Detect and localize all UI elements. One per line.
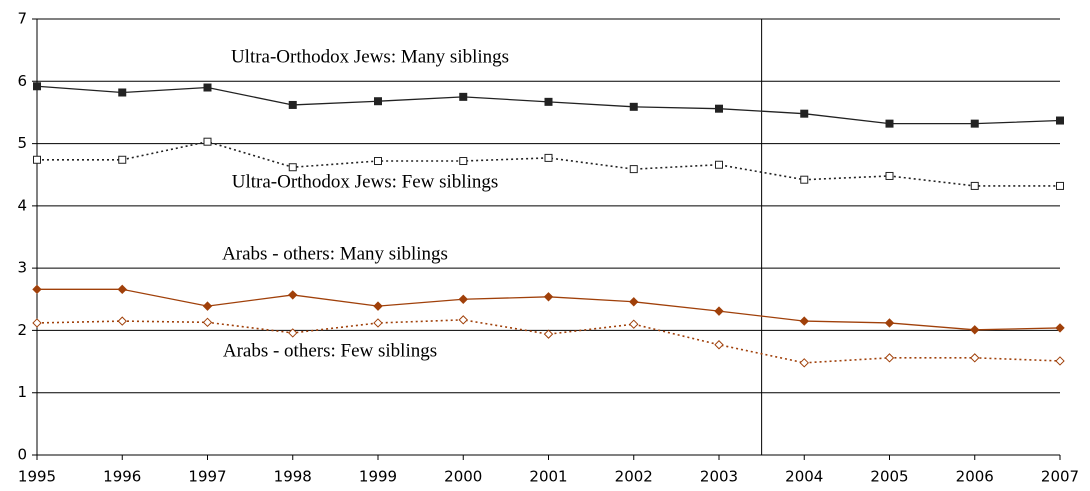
y-tick-label: 3 — [17, 259, 27, 277]
marker — [544, 97, 553, 106]
label-background — [150, 44, 590, 70]
marker — [629, 102, 638, 111]
marker — [885, 171, 894, 180]
marker — [288, 328, 298, 338]
series-label: Arabs - others: Few siblings — [223, 340, 437, 361]
marker — [33, 155, 41, 164]
marker — [118, 88, 127, 97]
series-label: Ultra-Orthodox Jews: Many siblings — [231, 46, 509, 67]
marker — [117, 316, 127, 326]
marker — [884, 318, 895, 328]
marker — [543, 292, 554, 302]
marker — [715, 160, 723, 169]
marker — [374, 97, 382, 106]
marker — [544, 153, 553, 162]
x-tick-label: 2006 — [956, 468, 994, 486]
label-background — [142, 241, 528, 267]
marker — [799, 316, 809, 326]
marker — [458, 315, 468, 325]
marker — [202, 301, 213, 311]
series-label: Ultra-Orthodox Jews: Few siblings — [232, 171, 499, 192]
marker — [32, 284, 42, 295]
series-label: Arabs - others: Many siblings — [222, 243, 448, 264]
y-tick-label: 6 — [17, 72, 27, 90]
marker — [799, 358, 809, 368]
label-background — [142, 338, 518, 364]
x-tick-label: 2005 — [870, 468, 908, 486]
marker — [288, 100, 297, 109]
marker — [373, 301, 383, 311]
marker — [32, 318, 42, 328]
series-label-group: Ultra-Orthodox Jews: Few siblings — [151, 169, 579, 195]
marker — [1056, 181, 1064, 190]
marker — [117, 284, 127, 295]
x-tick-label: 2004 — [785, 468, 823, 486]
y-tick-label: 4 — [17, 196, 27, 214]
marker — [629, 319, 639, 329]
y-tick-label: 1 — [17, 383, 27, 401]
marker — [970, 325, 980, 335]
marker — [715, 104, 723, 113]
x-tick-label: 1998 — [274, 468, 312, 486]
marker — [373, 318, 383, 328]
x-tick-label: 2007 — [1041, 468, 1079, 486]
marker — [203, 137, 212, 146]
x-tick-label: 1997 — [188, 468, 226, 486]
y-tick-label: 0 — [17, 446, 27, 464]
marker — [629, 165, 638, 174]
series-label-group: Arabs - others: Many siblings — [142, 241, 528, 267]
marker — [1055, 323, 1065, 333]
x-tick-label: 1999 — [359, 468, 397, 486]
marker — [203, 83, 212, 92]
marker — [629, 297, 639, 307]
label-background — [151, 169, 579, 195]
x-tick-label: 2002 — [615, 468, 653, 486]
y-tick-label: 5 — [17, 134, 27, 152]
marker — [800, 109, 809, 118]
marker — [800, 175, 809, 184]
marker — [459, 157, 468, 166]
series-label-group: Arabs - others: Few siblings — [142, 338, 518, 364]
marker — [458, 294, 468, 304]
y-tick-label: 2 — [17, 321, 27, 339]
marker — [714, 340, 724, 350]
series-label-group: Ultra-Orthodox Jews: Many siblings — [150, 44, 590, 70]
y-tick-label: 7 — [17, 10, 27, 28]
marker — [1056, 116, 1064, 125]
marker — [459, 92, 468, 101]
marker — [970, 353, 980, 363]
marker — [543, 329, 554, 339]
x-tick-label: 2000 — [444, 468, 482, 486]
x-tick-label: 2001 — [529, 468, 567, 486]
marker — [970, 119, 979, 128]
marker — [1055, 356, 1065, 366]
marker — [118, 155, 127, 164]
marker — [33, 82, 41, 91]
marker — [884, 353, 895, 363]
x-tick-label: 2003 — [700, 468, 738, 486]
x-tick-label: 1995 — [18, 468, 56, 486]
marker — [288, 290, 298, 300]
marker — [374, 157, 382, 166]
marker — [202, 317, 213, 328]
marker — [970, 181, 979, 190]
marker — [885, 119, 894, 128]
x-tick-label: 1996 — [103, 468, 141, 486]
marker — [288, 163, 297, 172]
marker — [714, 306, 724, 316]
